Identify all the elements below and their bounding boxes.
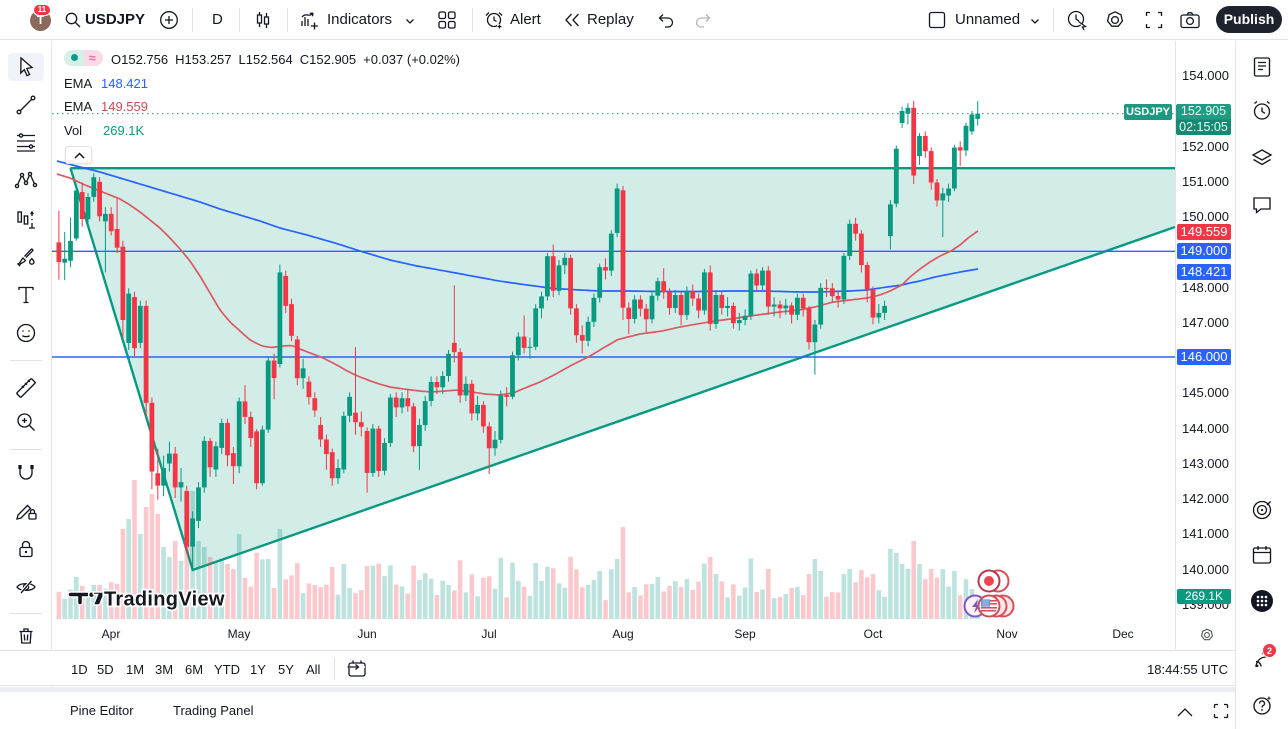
svg-text:Jun: Jun [357,627,376,641]
svg-text:May: May [228,627,251,641]
svg-text:Aug: Aug [612,627,633,641]
svg-text:Sep: Sep [734,627,756,641]
svg-text:Apr: Apr [102,627,121,641]
svg-text:Nov: Nov [996,627,1017,641]
svg-text:Dec: Dec [1112,627,1133,641]
svg-text:Oct: Oct [864,627,883,641]
svg-text:Jul: Jul [481,627,496,641]
svg-text:TradingView: TradingView [104,589,225,611]
